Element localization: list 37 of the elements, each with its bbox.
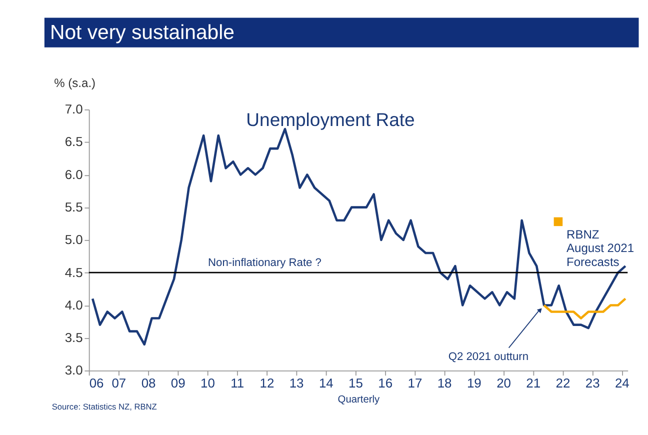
x-tick-label: 13 <box>289 376 304 391</box>
y-tick-label: 6.0 <box>64 166 83 182</box>
y-tick-label: 4.5 <box>64 264 83 280</box>
x-tick-label: 10 <box>200 376 215 391</box>
line-series <box>542 298 627 320</box>
x-tick-label: 06 <box>89 376 104 391</box>
chart-subtitle: Unemployment Rate <box>246 109 415 130</box>
x-tick-label: 11 <box>230 376 244 391</box>
annotation: Q2 2021 outturn <box>448 350 529 363</box>
x-tick-label: 19 <box>466 376 482 391</box>
x-tick-label: 18 <box>437 376 452 391</box>
chart-title: Not very sustainable <box>50 22 234 44</box>
y-tick-label: 3.0 <box>64 362 83 378</box>
x-tick-label: 09 <box>170 376 186 391</box>
x-tick-label: 17 <box>408 376 422 391</box>
y-tick-label: 5.5 <box>64 199 83 214</box>
x-tick-label: 14 <box>318 376 334 391</box>
source-note: Source: Statistics NZ, RBNZ <box>52 401 157 412</box>
x-tick-label: 20 <box>496 376 511 391</box>
x-tick-label: 22 <box>556 376 570 391</box>
x-tick-label: 23 <box>585 376 600 391</box>
x-axis-title: Quarterly <box>338 394 381 406</box>
x-tick-label: 24 <box>614 376 630 391</box>
x-tick-label: 07 <box>112 376 126 391</box>
x-tick-label: 12 <box>260 376 274 391</box>
x-tick-label: 16 <box>378 376 393 391</box>
y-tick-label: 3.5 <box>64 330 83 346</box>
x-tick-label: 15 <box>348 376 363 391</box>
ref-line-label: Non-inflationary Rate ? <box>208 257 322 270</box>
x-tick-label: 08 <box>141 376 156 391</box>
legend-label: RBNZ August 2021 Forecasts <box>566 227 634 270</box>
y-tick-label: 6.5 <box>64 134 83 150</box>
y-tick-label: 5.0 <box>64 232 83 248</box>
y-tick-label: 4.0 <box>64 297 83 312</box>
x-tick-label: 21 <box>526 376 541 391</box>
y-tick-label: 7.0 <box>64 102 83 117</box>
y-axis-title: % (s.a.) <box>54 76 96 90</box>
